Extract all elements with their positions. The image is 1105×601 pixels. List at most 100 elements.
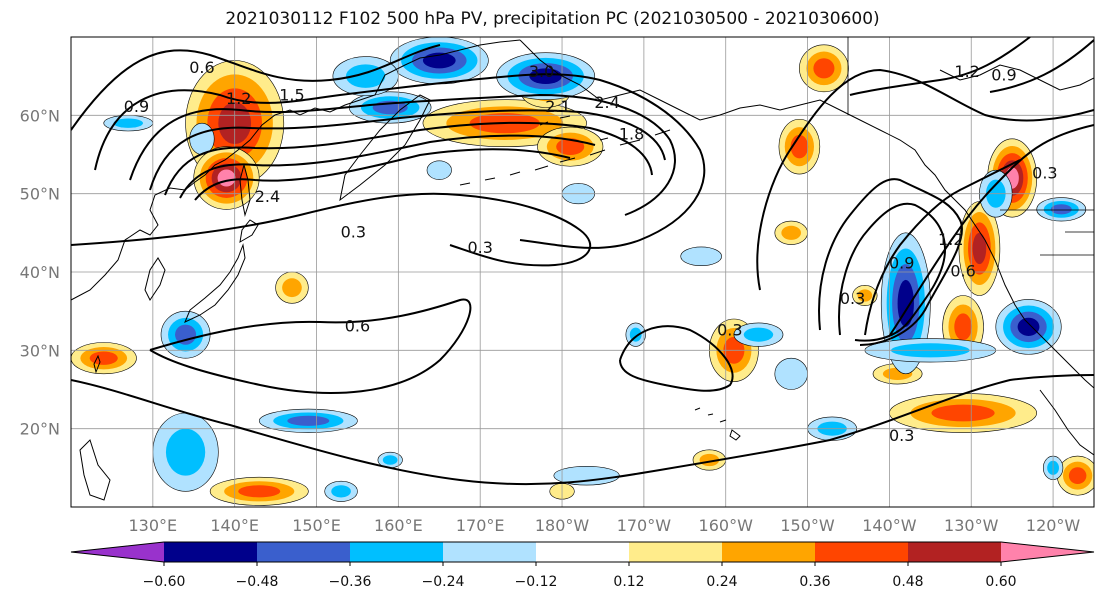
colorbar-tick-label: 0.48 bbox=[892, 574, 923, 590]
contour-label: 0.6 bbox=[189, 58, 214, 77]
lat-tick-label: 50°N bbox=[20, 185, 60, 204]
colorbar-tick-label: 0.12 bbox=[613, 574, 644, 590]
contour-label: 0.6 bbox=[950, 262, 975, 281]
contour-label: 3.0 bbox=[529, 62, 554, 81]
pv-contour-ne-2 bbox=[989, 39, 1094, 93]
precip-area-12-2 bbox=[1068, 467, 1087, 485]
contour-label: 0.6 bbox=[345, 316, 370, 335]
contour-label: 0.3 bbox=[341, 222, 366, 241]
lat-tick-label: 30°N bbox=[20, 341, 60, 360]
contour-label: 0.3 bbox=[889, 426, 914, 445]
contour-label: 0.9 bbox=[889, 254, 914, 273]
precip-area-5-2 bbox=[813, 58, 835, 79]
lon-tick-label: 130°E bbox=[129, 516, 178, 535]
pv-contours bbox=[71, 37, 1094, 486]
pv-contour-mid-0p3 bbox=[619, 325, 734, 392]
colorbar-segment bbox=[443, 542, 537, 562]
precip-area-31-2 bbox=[287, 415, 330, 426]
lat-tick-label: 60°N bbox=[20, 106, 60, 125]
contour-label: 0.3 bbox=[467, 238, 492, 257]
precip-area-15-1 bbox=[282, 278, 302, 298]
kamchatka-coastline bbox=[339, 94, 431, 202]
lon-tick-label: 120°W bbox=[1026, 516, 1081, 535]
precip-area-3-2 bbox=[556, 138, 585, 156]
alaska-coastline bbox=[519, 39, 1094, 389]
contour-label: 1.8 bbox=[619, 124, 644, 143]
lon-tick-label: 130°W bbox=[944, 516, 999, 535]
contour-label: 2.1 bbox=[545, 97, 570, 116]
colorbar-segment bbox=[164, 542, 258, 562]
precip-area-42-1 bbox=[113, 118, 144, 128]
contour-label: 2.4 bbox=[255, 187, 280, 206]
pv-contour-1p2 bbox=[129, 93, 676, 216]
pv-contour-2p1 bbox=[179, 134, 596, 199]
pv-contour-1p8 bbox=[164, 121, 653, 196]
precip-area-1-4 bbox=[217, 169, 236, 187]
precip-area-21-3 bbox=[529, 68, 563, 84]
pv-contour-east-0p6 bbox=[864, 159, 1021, 336]
colorbar-tick-label: −0.60 bbox=[143, 574, 186, 590]
colorbar-segment bbox=[722, 542, 816, 562]
precip-area-10-2 bbox=[954, 313, 972, 341]
korea-coastline bbox=[144, 257, 166, 301]
colorbar-tick-label: 0.60 bbox=[985, 574, 1016, 590]
pv-contour-ne bbox=[849, 37, 1031, 96]
lon-tick-label: 140°E bbox=[210, 516, 259, 535]
precip-area-26-3 bbox=[897, 279, 914, 327]
colorbar-tick-label: 0.36 bbox=[799, 574, 830, 590]
lon-tick-label: 150°W bbox=[780, 516, 835, 535]
pv-contour-2p4 bbox=[194, 148, 571, 201]
colorbar-segment bbox=[908, 542, 1002, 562]
pv-contour-0p6-mid bbox=[149, 298, 472, 394]
lat-tick-label: 40°N bbox=[20, 263, 60, 282]
pv-contour-east-right bbox=[889, 124, 1094, 336]
pv-contour-1p5 bbox=[149, 109, 666, 191]
canada-border bbox=[847, 37, 1094, 275]
colorbar-extend-low bbox=[71, 542, 164, 562]
contour-label: 1.2 bbox=[954, 62, 979, 81]
precip-area-44-0 bbox=[426, 160, 452, 180]
pv-contour-0p9 bbox=[94, 73, 706, 249]
lon-tick-label: 150°E bbox=[292, 516, 341, 535]
precip-area-35-1 bbox=[743, 327, 774, 342]
contour-label: 1.2 bbox=[938, 230, 963, 249]
map-frame bbox=[70, 36, 1095, 508]
contour-label: 0.9 bbox=[124, 97, 149, 116]
contour-label: 1.5 bbox=[279, 85, 304, 104]
precip-area-36-0 bbox=[774, 357, 808, 390]
pv-contour-east-1p2 bbox=[838, 202, 947, 342]
hokkaido-coastline bbox=[239, 219, 259, 243]
lat-lon-grid bbox=[71, 37, 1094, 507]
precip-area-41-0 bbox=[189, 122, 215, 155]
contour-label: 2.4 bbox=[594, 93, 619, 112]
precip-area-17-1 bbox=[781, 225, 802, 240]
lon-tick-label: 160°W bbox=[699, 516, 754, 535]
lat-tick-label: 20°N bbox=[20, 420, 60, 439]
colorbar-segment bbox=[536, 542, 630, 562]
colorbar-segment bbox=[350, 542, 444, 562]
colorbar-segment bbox=[815, 542, 909, 562]
japan-coastline bbox=[184, 243, 246, 323]
colorbar-tick-label: 0.24 bbox=[706, 574, 737, 590]
precip-area-13-2 bbox=[89, 351, 118, 365]
precip-area-30-2 bbox=[1050, 204, 1072, 215]
precip-area-9-3 bbox=[972, 232, 987, 265]
lon-tick-label: 160°E bbox=[374, 516, 423, 535]
aleutian-islands bbox=[459, 129, 671, 186]
lon-tick-label: 140°W bbox=[862, 516, 917, 535]
axis-labels: 20°N 30°N 40°N 50°N 60°N 130°E 140°E 150°E 160°E… bbox=[20, 106, 1081, 535]
precip-area-32-1 bbox=[165, 428, 206, 476]
precip-area-11-2 bbox=[931, 404, 995, 422]
chart-title: 2021030112 F102 500 hPa PV, precipitatio… bbox=[225, 9, 880, 29]
pv-contour-0p6-north bbox=[71, 44, 441, 131]
pv-contour-east-0p3 bbox=[756, 68, 1094, 291]
contour-label: 0.9 bbox=[991, 66, 1016, 85]
pv-contour-0p3-south bbox=[71, 374, 1094, 486]
contour-label: 1.2 bbox=[226, 89, 251, 108]
asia-coastline bbox=[71, 39, 521, 301]
lon-tick-label: 170°W bbox=[617, 516, 672, 535]
hawaii-islands bbox=[694, 407, 741, 441]
colorbar: −0.60 −0.48 −0.36 −0.24 −0.12 0.12 0.24 0.36 0.4… bbox=[70, 541, 1095, 590]
contour-label: 0.3 bbox=[1032, 164, 1057, 183]
